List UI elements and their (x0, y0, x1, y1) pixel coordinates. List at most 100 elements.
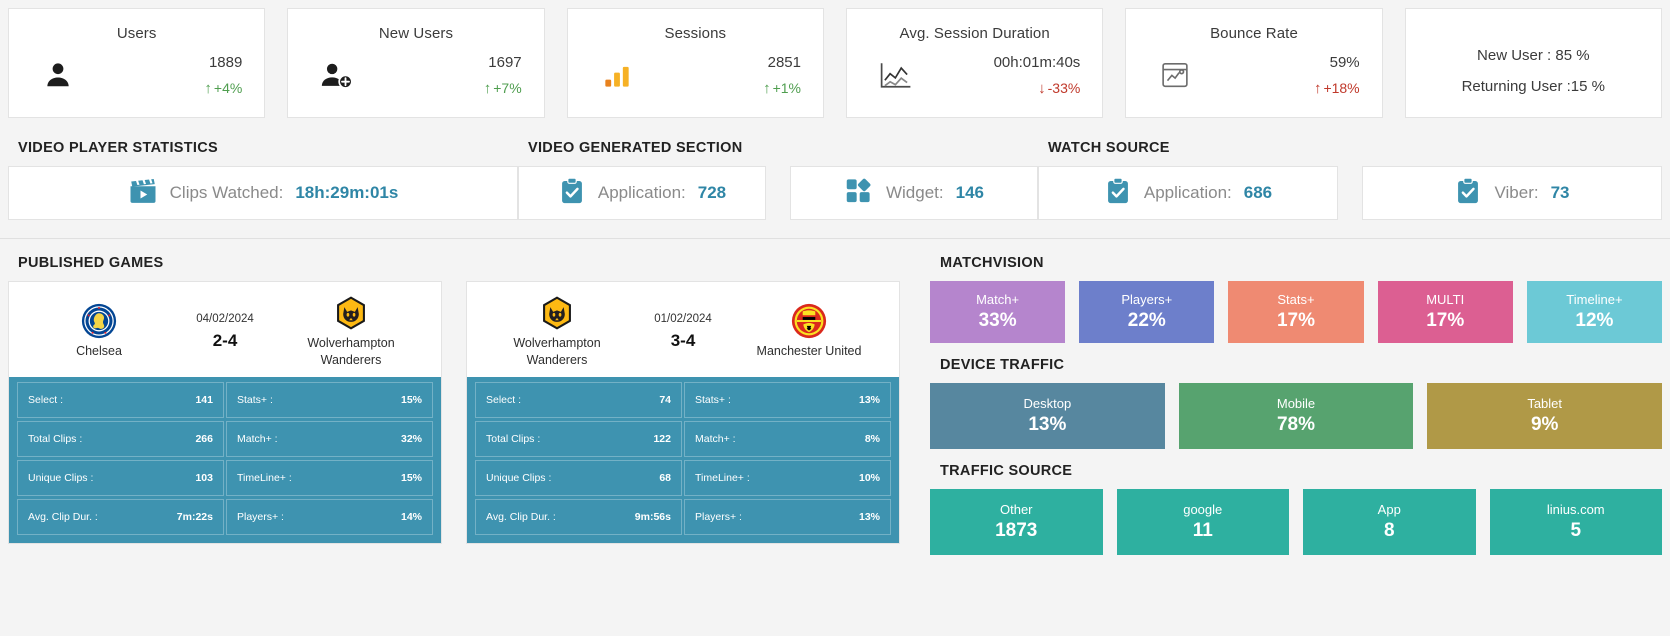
match-score: 2-4 (212, 330, 238, 350)
stat-value: 9m:56s (634, 511, 671, 523)
tile-match[interactable]: Match+ 33% (930, 281, 1066, 343)
stat-card-application[interactable]: Application: 686 (1038, 166, 1338, 220)
stat-label: TimeLine+ : (237, 472, 292, 484)
tile-players[interactable]: Players+ 22% (1079, 281, 1215, 343)
kpi-card-bounce-rate[interactable]: Bounce Rate 59% ↑ +18% (1125, 8, 1383, 118)
user-split-body: New User : 85 % Returning User :15 % (1406, 25, 1661, 117)
stat-label: Total Clips : (28, 433, 83, 445)
match-score-box: 01/02/2024 3-4 (654, 313, 712, 351)
kpi-card-users[interactable]: Users 1889 ↑ +4% (8, 8, 266, 118)
clapperboard-icon (128, 176, 158, 211)
home-team-name: Wolverhampton Wanderers (513, 335, 601, 367)
tile-desktop[interactable]: Desktop 13% (930, 383, 1165, 449)
tile-value: 17% (1426, 310, 1465, 331)
tile-stats[interactable]: Stats+ 17% (1228, 281, 1364, 343)
stat-card-value: 73 (1550, 183, 1570, 202)
stat-card-clips-watched[interactable]: Clips Watched: 18h:29m:01s (8, 166, 518, 220)
tile-app[interactable]: App 8 (1303, 489, 1476, 555)
trend-arrow-icon: ↑ (763, 79, 771, 97)
stat-label: Stats+ : (695, 394, 731, 406)
game-card[interactable]: Chelsea 04/02/2024 2-4 Wolverhampton Wan… (8, 281, 442, 544)
stat-card-widget[interactable]: Widget: 146 (790, 166, 1038, 220)
tile-label: Mobile (1276, 396, 1316, 411)
game-card[interactable]: Wolverhampton Wanderers 01/02/2024 3-4 M… (466, 281, 900, 544)
stat-value: 266 (195, 433, 213, 445)
stat-label: Stats+ : (237, 394, 273, 406)
game-stat-cell: Unique Clips : 103 (17, 460, 224, 496)
stat-label: Select : (28, 394, 64, 406)
tile-value: 17% (1276, 310, 1316, 331)
kpi-body: 59% ↑ +18% (1126, 42, 1381, 104)
tile-google[interactable]: google 11 (1116, 489, 1289, 555)
kpi-values: 1889 ↑ +4% (146, 54, 242, 96)
game-stat-cell: Stats+ : 13% (684, 382, 891, 418)
video-player-stat-cards: Clips Watched: 18h:29m:01s (8, 166, 518, 220)
kpi-body: 00h:01m:40s ↓ -33% (847, 42, 1102, 104)
game-stats-grid: Select : 74 Stats+ : 13% Total Clips : 1… (467, 377, 899, 543)
game-stat-cell: TimeLine+ : 15% (226, 460, 433, 496)
traffic-source-tiles: Other 1873 google 11 App 8 linius.com 5 (930, 489, 1662, 555)
kpi-title: New Users (378, 25, 454, 42)
stat-card-value: 18h:29m:01s (295, 183, 399, 202)
kpi-delta-value: +4% (213, 80, 243, 96)
tile-tablet[interactable]: Tablet 9% (1427, 383, 1663, 449)
tile-timeline[interactable]: Timeline+ 12% (1526, 281, 1663, 343)
kpi-card-avg-session-duration[interactable]: Avg. Session Duration 00h:01m:40s ↓ -33% (845, 8, 1104, 118)
game-stat-cell: TimeLine+ : 10% (684, 460, 891, 496)
tile-label: Desktop (1023, 396, 1072, 411)
tile-value: 1873 (995, 520, 1038, 541)
stat-value: 15% (400, 472, 422, 484)
away-team-name: Manchester United (756, 344, 862, 359)
stat-label: TimeLine+ : (695, 472, 750, 484)
game-stat-cell: Select : 74 (475, 382, 682, 418)
trend-arrow-icon: ↑ (483, 79, 492, 97)
stat-value: 32% (400, 433, 422, 445)
clipboard-check-icon (558, 176, 586, 211)
kpi-delta: ↑ +1% (705, 80, 801, 96)
kpi-delta: ↑ +18% (1264, 80, 1360, 96)
kpi-card-user-split[interactable]: New User : 85 % Returning User :15 % (1404, 8, 1662, 118)
game-stats-grid: Select : 141 Stats+ : 15% Total Clips : … (9, 377, 441, 543)
away-team: Manchester United (749, 303, 869, 360)
tile-value: 13% (1028, 414, 1067, 435)
kpi-delta-value: +7% (493, 80, 522, 96)
trend-arrow-icon: ↑ (204, 79, 212, 97)
game-stat-cell: Match+ : 32% (226, 421, 433, 457)
tile-linius-com[interactable]: linius.com 5 (1489, 489, 1662, 555)
stat-card-viber[interactable]: Viber: 73 (1362, 166, 1662, 220)
stat-label: Unique Clips : (28, 472, 94, 484)
home-team-name: Chelsea (76, 344, 122, 359)
stat-card-label: Viber: (1494, 183, 1539, 202)
tile-value: 9% (1530, 414, 1559, 435)
kpi-delta-value: -33% (1047, 80, 1081, 96)
tile-label: MULTI (1426, 292, 1465, 307)
match-score-box: 04/02/2024 2-4 (196, 313, 254, 351)
game-header: Wolverhampton Wanderers 01/02/2024 3-4 M… (467, 282, 899, 377)
kpi-card-sessions[interactable]: Sessions 2851 ↑ +1% (566, 8, 824, 118)
kpi-delta-value: +18% (1323, 80, 1360, 96)
tile-mobile[interactable]: Mobile 78% (1178, 383, 1414, 449)
kpi-value: 1889 (208, 54, 243, 71)
manutd-crest-icon (749, 303, 869, 339)
tile-label: google (1183, 502, 1223, 517)
game-stat-cell: Unique Clips : 68 (475, 460, 682, 496)
metrics-band: VIDEO PLAYER STATISTICS Clips Watched: 1… (0, 118, 1670, 239)
tile-multi[interactable]: MULTI 17% (1377, 281, 1513, 343)
user-icon (35, 53, 81, 97)
stat-value: 7m:22s (176, 511, 213, 523)
kpi-card-new-users[interactable]: New Users 1697 ↑ +7% (287, 8, 545, 118)
stat-card-application[interactable]: Application: 728 (518, 166, 766, 220)
stat-value: 122 (653, 433, 671, 445)
stat-value: 13% (858, 511, 880, 523)
tile-label: App (1377, 502, 1401, 517)
kpi-delta: ↑ +4% (146, 80, 242, 96)
game-stat-cell: Players+ : 14% (226, 499, 433, 535)
kpi-title: Users (116, 25, 157, 42)
stat-card-label: Application: (597, 183, 686, 202)
kpi-values: 1697 ↑ +7% (426, 54, 522, 96)
tile-other[interactable]: Other 1873 (930, 489, 1103, 555)
game-stat-cell: Total Clips : 266 (17, 421, 224, 457)
stat-value: 13% (858, 394, 880, 406)
tile-label: Other (999, 502, 1033, 517)
kpi-delta: ↑ +7% (426, 80, 522, 96)
